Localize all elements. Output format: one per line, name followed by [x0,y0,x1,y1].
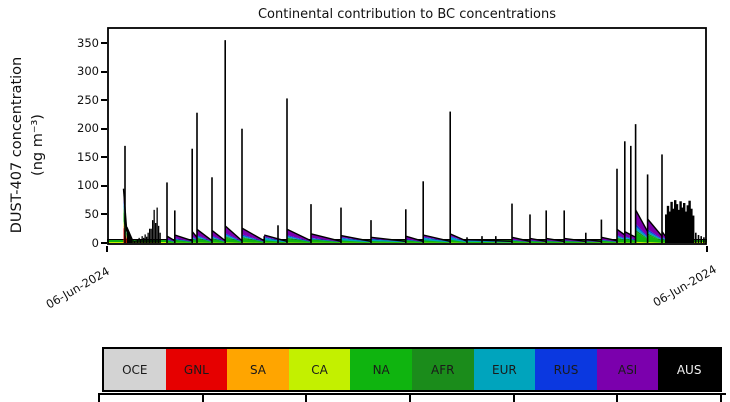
y-tick-mark [101,156,107,159]
y-axis-label-line1: DUST-407 concentration [9,56,25,234]
x-tick-label-start: 06-Jun-2024 [43,264,112,312]
y-tick-label: 300 [77,64,99,79]
legend-item-aus: AUS [658,349,720,390]
legend-axis-tick [512,395,515,402]
legend-item-afr: AFR [411,349,474,390]
legend-strip: OCE GNL SA CA NA AFR EUR RUS ASI AUS [102,347,722,392]
legend-label: EUR [492,362,517,377]
y-axis-label: DUST-407 concentration (ng m⁻³) [7,0,51,295]
y-tick-mark [101,127,107,130]
y-tick-label: 250 [77,92,99,107]
legend-item-asi: ASI [596,349,659,390]
spikes-group [124,40,663,244]
y-tick-label: 350 [77,35,99,50]
legend-item-na: NA [350,349,412,390]
y-tick-label: 100 [77,178,99,193]
legend-axis-tick [201,395,204,402]
legend-label: GNL [183,362,209,377]
legend-item-ca: CA [288,349,351,390]
legend-label: AFR [431,362,455,377]
legend-label: CA [311,362,328,377]
plot-border [107,27,707,245]
y-axis-label-line2: (ng m⁻³) [30,114,46,176]
chart-title: Continental contribution to BC concentra… [257,7,557,22]
y-tick-label: 200 [77,121,99,136]
plot-area [107,27,707,245]
legend-item-gnl: GNL [165,349,228,390]
legend-axis-tick [720,395,722,402]
y-tick-label: 50 [84,206,99,221]
noise-group [131,200,705,243]
chart-svg [107,27,707,245]
x-tick-end [706,246,708,252]
y-tick-mark [101,70,107,73]
y-tick-mark [101,242,107,244]
legend-label: SA [249,362,267,377]
x-tick-label-end: 06-Jun-2024 [650,262,719,310]
legend-label: RUS [553,362,579,377]
y-tick-label: 150 [77,149,99,164]
legend-axis-tick [305,395,308,402]
legend-label: AUS [676,362,702,377]
legend-label: NA [372,362,390,377]
x-tick-start [106,246,108,252]
y-tick-mark [101,184,107,187]
legend-axis-line [98,393,726,395]
legend-item-rus: RUS [535,349,597,390]
legend-label: ASI [617,362,638,377]
y-tick-label: 0 [91,235,99,250]
legend-axis-tick [98,395,100,402]
legend-axis-tick [616,395,619,402]
legend-axis-tick [409,395,411,402]
stacked-area-group [122,188,667,243]
legend-item-eur: EUR [473,349,536,390]
legend-item-oce: OCE [104,349,166,390]
y-tick-mark [101,213,107,216]
y-tick-mark [101,99,107,102]
legend-label: OCE [122,362,148,377]
y-tick-mark [101,42,107,44]
legend-item-sa: SA [227,349,289,390]
